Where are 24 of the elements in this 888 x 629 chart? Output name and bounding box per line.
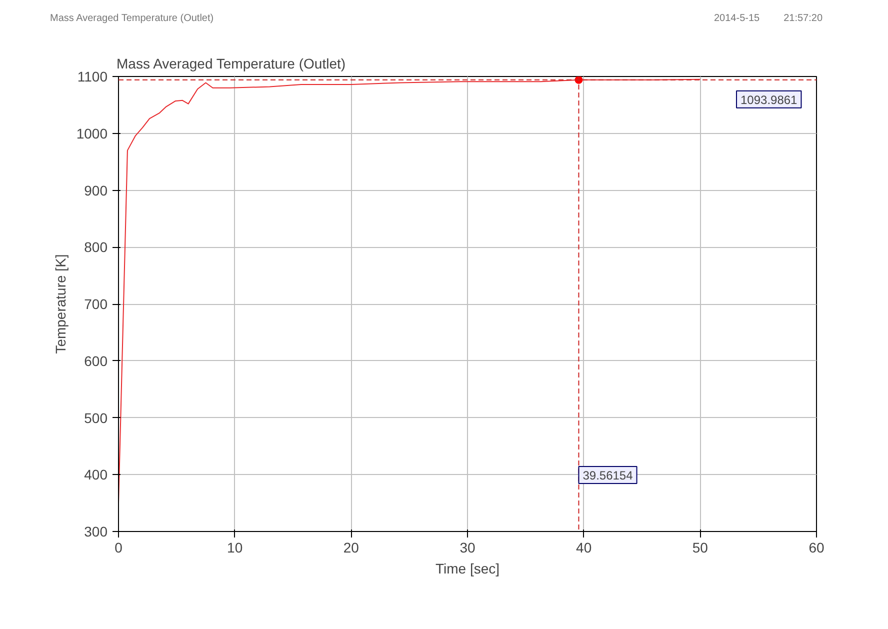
x-axis-title: Time [sec] xyxy=(435,560,500,576)
y-axis-title: Temperature [K] xyxy=(52,254,68,354)
y-tick-label: 400 xyxy=(84,466,108,483)
y-tick-label: 700 xyxy=(84,296,108,312)
chart-title: Mass Averaged Temperature (Outlet) xyxy=(116,56,346,72)
x-tick-label: 60 xyxy=(808,540,824,556)
ref-line-label: 1093.9861 xyxy=(740,92,798,107)
x-tick-label: 0 xyxy=(114,540,123,556)
x-tick-label: 30 xyxy=(460,540,476,556)
ref-line-label: 39.56154 xyxy=(582,468,634,482)
y-tick-label: 900 xyxy=(84,182,108,198)
y-tick-label: 1000 xyxy=(76,125,108,142)
chart-subtitle: Mass Averaged Temperature (Outlet) xyxy=(50,12,214,26)
y-tick-label: 300 xyxy=(84,524,108,540)
x-tick-label: 40 xyxy=(576,540,592,556)
text: 2014-5-15 xyxy=(714,13,760,24)
y-tick-label: 800 xyxy=(84,239,108,256)
y-tick-label: 1100 xyxy=(77,68,108,84)
y-tick-label: 500 xyxy=(84,410,108,426)
x-tick-label: 10 xyxy=(227,540,243,556)
x-tick-label: 50 xyxy=(692,540,708,556)
text: 21:57:20 xyxy=(784,13,823,24)
y-tick-label: 600 xyxy=(84,352,108,369)
x-tick-label: 20 xyxy=(343,540,360,556)
